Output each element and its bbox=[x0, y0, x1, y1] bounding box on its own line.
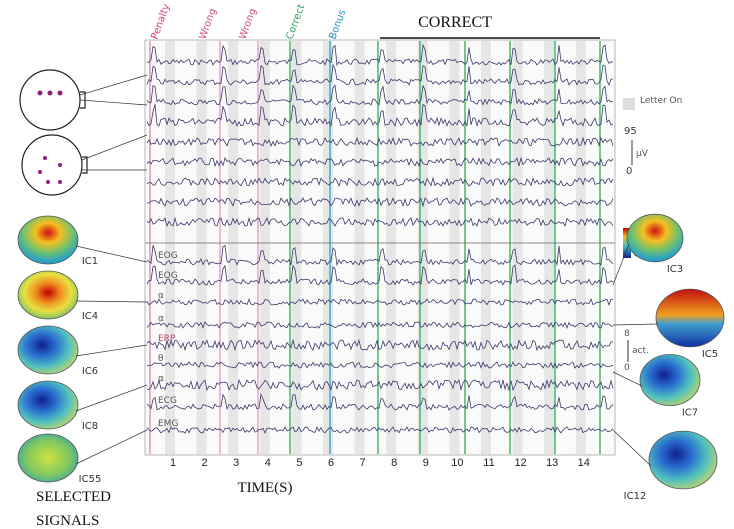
figure: EOGEOGααERPθαECGEMG CORRECT Penalty Wron… bbox=[0, 0, 734, 529]
time-tick-label: 4 bbox=[265, 457, 271, 469]
activity-unit: act. bbox=[632, 346, 649, 356]
legend-text: Letter On bbox=[640, 96, 682, 106]
title: CORRECT bbox=[418, 14, 492, 31]
trace-label: EMG bbox=[158, 419, 178, 429]
ic-label: IC1 bbox=[82, 256, 98, 267]
trace-label: ECG bbox=[158, 396, 177, 406]
topomap bbox=[18, 381, 78, 429]
trace-label: EOG bbox=[158, 251, 178, 261]
ic-label: IC6 bbox=[82, 366, 98, 377]
trace-label: ERP bbox=[158, 334, 176, 344]
ic-label: IC4 bbox=[82, 311, 98, 322]
topomap bbox=[656, 289, 724, 347]
footer-line: SELECTED bbox=[36, 489, 111, 505]
time-tick-label: 12 bbox=[514, 457, 526, 469]
activity-bottom: 0 bbox=[624, 363, 630, 373]
trace-label: α bbox=[158, 291, 164, 301]
time-tick-label: 1 bbox=[170, 457, 176, 469]
ic-label: IC55 bbox=[79, 474, 102, 485]
topomap bbox=[18, 434, 78, 482]
letter-on-band bbox=[449, 41, 459, 454]
letter-on-band bbox=[544, 41, 554, 454]
time-tick-label: 10 bbox=[451, 457, 463, 469]
time-tick-label: 7 bbox=[360, 457, 366, 469]
ic-label: IC7 bbox=[682, 408, 698, 419]
letter-on-band bbox=[260, 41, 270, 454]
ic-label: IC5 bbox=[702, 349, 718, 360]
trace-label: α bbox=[158, 374, 164, 384]
letter-on-band bbox=[291, 41, 301, 454]
trace-label: α bbox=[158, 314, 164, 324]
scale-bottom: 0 bbox=[626, 166, 632, 177]
time-tick-label: 6 bbox=[328, 457, 334, 469]
ic-label: IC3 bbox=[667, 264, 683, 275]
topomap bbox=[18, 271, 78, 319]
trace-label: θ bbox=[158, 354, 164, 364]
ic-label: IC8 bbox=[82, 421, 98, 432]
topomap bbox=[649, 431, 717, 489]
scale-unit: μV bbox=[636, 149, 649, 159]
letter-on-band bbox=[576, 41, 586, 454]
time-tick-label: 3 bbox=[233, 457, 239, 469]
time-tick-label: 9 bbox=[423, 457, 429, 469]
footer-line: SIGNALS bbox=[36, 513, 99, 529]
time-tick-label: 13 bbox=[546, 457, 558, 469]
ic-label: IC12 bbox=[624, 491, 647, 502]
time-tick-label: 11 bbox=[483, 457, 494, 469]
topomap bbox=[18, 216, 78, 264]
topomap bbox=[18, 326, 78, 374]
scale-top: 95 bbox=[624, 126, 637, 137]
activity-top: 8 bbox=[624, 329, 630, 339]
time-tick-label: 2 bbox=[202, 457, 208, 469]
time-tick-label: 5 bbox=[296, 457, 302, 469]
time-tick-label: 8 bbox=[391, 457, 397, 469]
time-tick-label: 14 bbox=[578, 457, 590, 469]
topomap bbox=[640, 355, 700, 406]
legend-swatch bbox=[623, 98, 635, 110]
x-axis-label: TIME(S) bbox=[238, 480, 293, 496]
topomap bbox=[627, 214, 683, 262]
trace-label: EOG bbox=[158, 271, 178, 281]
